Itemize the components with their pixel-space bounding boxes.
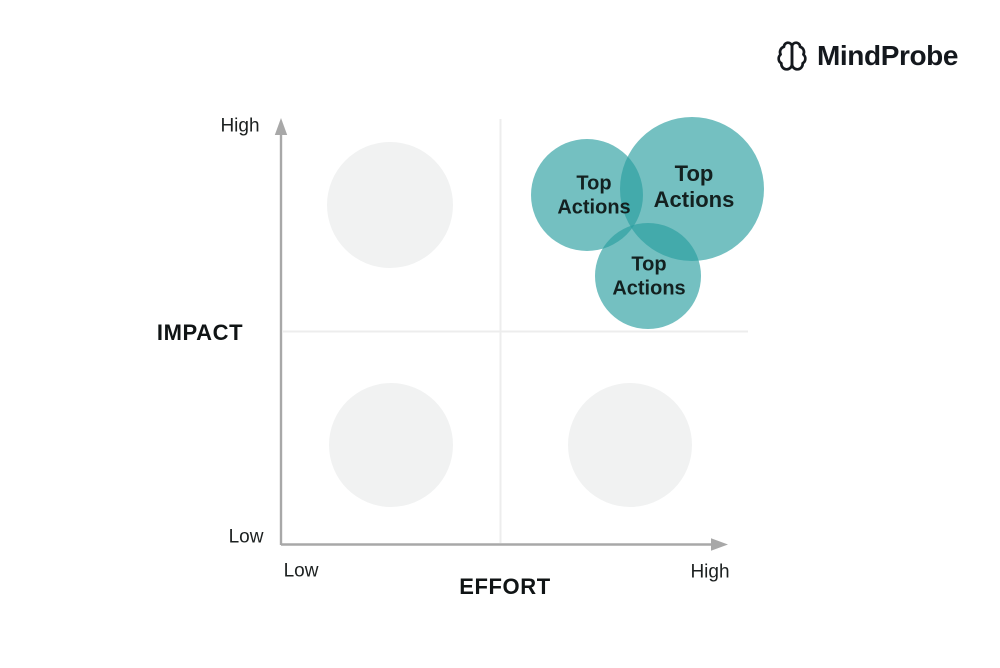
y-axis-arrowhead-icon — [274, 118, 288, 135]
top-actions-bubble-bottom — [595, 223, 701, 329]
brand-logo: MindProbe — [776, 40, 958, 72]
y-axis-low-label: Low — [228, 526, 264, 548]
x-axis-low-label: Low — [283, 560, 319, 582]
x-axis-title: EFFORT — [459, 574, 551, 599]
top-actions-label-bottom: Top Actions — [612, 253, 686, 299]
y-axis-title: IMPACT — [156, 320, 244, 345]
top-actions-label-right: Top Actions — [653, 161, 735, 212]
top-actions-label-left: Top Actions — [557, 172, 631, 218]
brain-icon — [777, 41, 807, 71]
x-axis-high-label: High — [690, 561, 730, 583]
placeholder-circle-low-impact-low-effort — [329, 383, 453, 507]
top-actions-bubble-left — [531, 139, 643, 251]
brand-name: MindProbe — [817, 40, 959, 71]
y-axis-high-label: High — [220, 115, 260, 137]
placeholder-circle-low-impact-high-effort — [568, 383, 692, 507]
placeholder-circle-high-impact-low-effort — [327, 142, 453, 268]
x-axis-arrowhead-icon — [711, 538, 728, 551]
